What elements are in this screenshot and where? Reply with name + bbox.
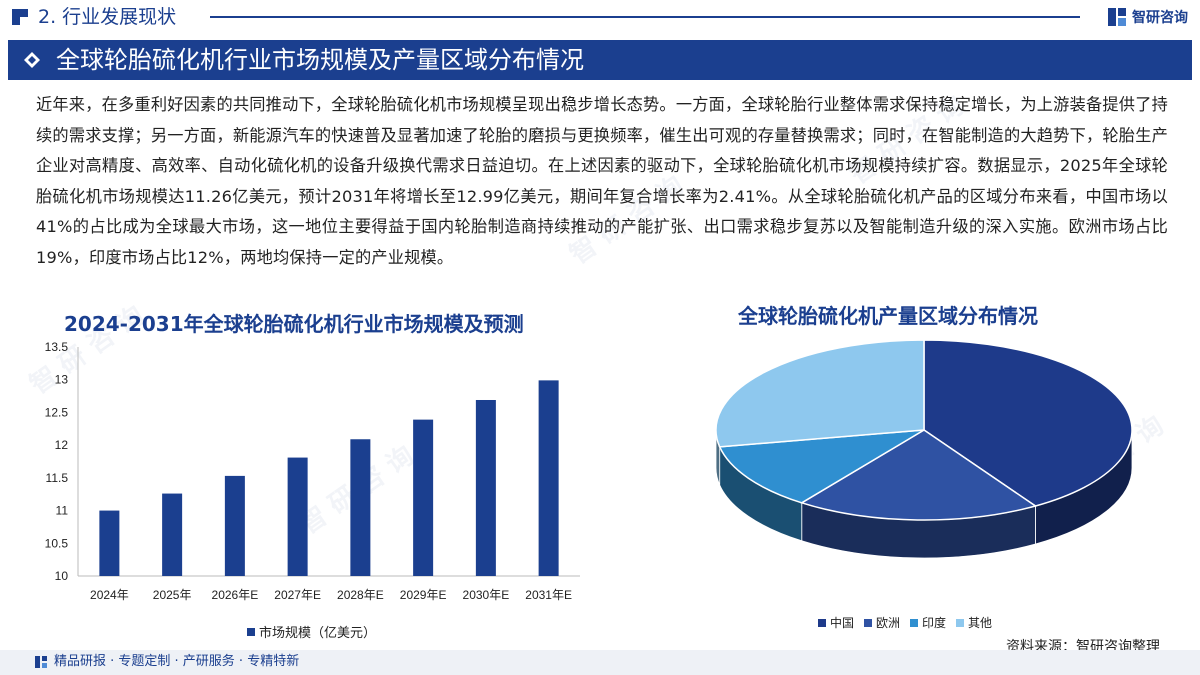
x-tick-label: 2024年 xyxy=(90,588,129,602)
legend-swatch xyxy=(910,618,919,627)
title-banner: 全球轮胎硫化机行业市场规模及产量区域分布情况 xyxy=(8,40,1192,80)
y-tick-label: 12 xyxy=(55,438,69,452)
bar xyxy=(287,457,308,576)
pie-slice xyxy=(715,339,925,448)
bar xyxy=(350,439,371,576)
x-tick-label: 2025年 xyxy=(153,588,192,602)
section-label: 2. 行业发展现状 xyxy=(38,6,177,28)
y-tick-label: 12.5 xyxy=(45,405,69,419)
pie-slice xyxy=(718,429,925,504)
body-paragraph: 近年来，在多重利好因素的共同推动下，全球轮胎硫化机市场规模呈现出稳步增长态势。一… xyxy=(36,95,1168,267)
bar xyxy=(99,510,120,576)
y-tick-label: 11 xyxy=(56,504,69,518)
bar-chart-title: 2024-2031年全球轮胎硫化机行业市场规模及预测 xyxy=(64,312,524,336)
y-tick-label: 13.5 xyxy=(45,340,69,354)
x-tick-label: 2031年E xyxy=(525,588,572,602)
bar xyxy=(538,380,559,576)
brand-logo-icon xyxy=(1108,8,1126,26)
y-tick-label: 10 xyxy=(55,569,69,583)
legend-label: 中国 xyxy=(830,616,855,630)
legend-swatch xyxy=(956,618,965,627)
bar xyxy=(162,493,183,576)
pie-slice xyxy=(799,429,1038,521)
legend-label: 市场规模（亿美元） xyxy=(259,626,377,641)
legend-swatch xyxy=(864,618,873,627)
brand-name: 智研咨询 xyxy=(1132,10,1188,26)
footer-slogan: 精品研报 · 专题定制 · 产研服务 · 专精特新 xyxy=(54,654,300,669)
x-tick-label: 2030年E xyxy=(463,588,510,602)
y-tick-label: 10.5 xyxy=(45,536,69,550)
pie-chart-title: 全球轮胎硫化机产量区域分布情况 xyxy=(738,304,1038,328)
x-tick-label: 2029年E xyxy=(400,588,447,602)
section-square-icon xyxy=(12,9,28,25)
legend-item: 中国 xyxy=(818,614,854,631)
legend-label: 其他 xyxy=(968,616,993,630)
top-bar: 2. 行业发展现状 智研咨询 xyxy=(0,0,1200,38)
legend-label: 印度 xyxy=(922,616,947,630)
legend-swatch xyxy=(247,627,255,636)
pie-chart xyxy=(715,339,1133,559)
x-tick-label: 2028年E xyxy=(337,588,384,602)
legend-swatch xyxy=(818,618,826,627)
brand-logo-icon xyxy=(35,656,47,668)
bar xyxy=(224,475,245,576)
footer: 精品研报 · 专题定制 · 产研服务 · 专精特新 xyxy=(0,650,1200,675)
pie-slice xyxy=(923,339,1133,507)
bar-chart-legend: 市场规模（亿美元） xyxy=(247,622,376,641)
legend-label: 欧洲 xyxy=(876,616,901,630)
x-tick-label: 2026年E xyxy=(212,588,259,602)
page-title: 全球轮胎硫化机行业市场规模及产量区域分布情况 xyxy=(56,46,584,74)
pie-chart-legend: 中国 欧洲 印度 其他 xyxy=(818,614,1002,631)
bar-chart: 13.5 13 12.5 12 11.5 11 10.5 10 2024年 2025年 2026年E… xyxy=(45,340,580,602)
x-tick-label: 2027年E xyxy=(274,588,321,602)
brand: 智研咨询 xyxy=(1106,6,1188,28)
bar xyxy=(413,419,434,576)
legend-item: 欧洲 xyxy=(864,614,900,631)
bar xyxy=(475,399,496,576)
legend-item: 印度 xyxy=(910,614,946,631)
y-tick-label: 11.5 xyxy=(46,471,69,485)
header-divider xyxy=(210,16,1080,18)
diamond-icon xyxy=(24,52,40,68)
y-tick-label: 13 xyxy=(55,373,69,387)
legend-item: 其他 xyxy=(956,614,992,631)
